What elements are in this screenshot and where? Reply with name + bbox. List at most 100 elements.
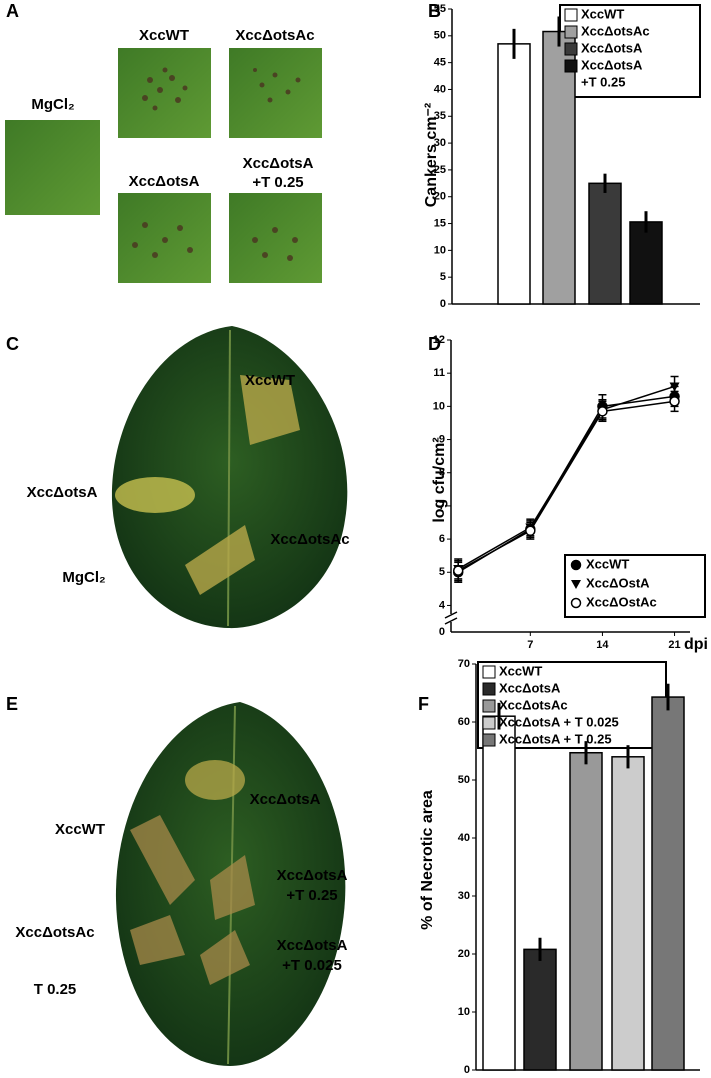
leaf-photo [5, 120, 100, 215]
panel-label: D [428, 334, 441, 354]
photo-label: XccΔotsA [243, 155, 314, 172]
leaf-photo [118, 48, 211, 138]
x-tick-label: 7 [527, 639, 533, 651]
legend-swatch [482, 682, 496, 696]
bar [611, 756, 645, 1071]
marker [570, 559, 582, 571]
photo-panel-e: XccΔotsA XccWT XccΔotsA +T 0.25 XccΔotsA… [15, 702, 348, 1066]
series-line [457, 385, 675, 570]
panel-label: F [418, 694, 429, 714]
legend-label: XccΔotsA + T 0.25 [499, 731, 612, 746]
y-tick-label: 70 [458, 658, 470, 670]
photo-label: XccΔotsA [129, 173, 200, 190]
leaf-photo [229, 193, 322, 283]
y-tick-label: 4 [439, 599, 446, 611]
photo-label: +T 0.25 [286, 887, 337, 904]
lesion [185, 760, 245, 800]
photo-label: XccΔotsA [277, 937, 348, 954]
lesion [210, 855, 255, 920]
lesion [200, 930, 250, 985]
photo-label: XccWT [55, 821, 105, 838]
legend-label: XccΔotsA [581, 57, 643, 72]
y-tick-label: 11 [433, 367, 445, 379]
y-tick-label: 10 [458, 1006, 470, 1018]
photo-label: T 0.25 [34, 981, 77, 998]
photo-label: XccWT [139, 27, 189, 44]
legend-label: XccΔOstAc [586, 594, 657, 609]
leaf-photo [229, 48, 322, 138]
panel-label: E [6, 694, 18, 714]
series-line [457, 400, 675, 572]
y-tick-label: 20 [434, 191, 446, 203]
y-tick-label: 10 [434, 244, 446, 256]
y-tick-label: 45 [434, 57, 446, 69]
photo-label: XccΔotsAc [270, 531, 349, 548]
legend-label: XccΔotsAc [581, 23, 650, 38]
photo-label: XccΔotsAc [15, 924, 94, 941]
y-tick-label: 6 [439, 533, 445, 545]
photo-label: MgCl₂ [62, 569, 105, 586]
photo-label: MgCl₂ [31, 96, 74, 113]
photo-label: XccΔotsA [250, 791, 321, 808]
panel-label: A [6, 1, 19, 21]
y-tick-label: 60 [458, 716, 470, 728]
legend-label: XccΔotsAc [499, 697, 568, 712]
lesion [240, 375, 300, 445]
legend-box [559, 4, 701, 98]
y-tick-label: 25 [434, 164, 446, 176]
photo-panel-c: XccWT XccΔotsA XccΔotsAc MgCl₂ [27, 326, 350, 629]
photo-label: +T 0.25 [252, 174, 303, 191]
panel-label: C [6, 334, 19, 354]
y-tick-label: 7 [439, 500, 445, 512]
y-tick-label: 0 [440, 298, 446, 310]
legend-label: XccWT [586, 556, 629, 571]
axis-break [444, 617, 458, 625]
y-tick-label: 30 [458, 890, 470, 902]
y-tick-label: 0 [464, 1064, 470, 1076]
marker [669, 382, 680, 392]
y-tick-label: 8 [439, 467, 445, 479]
axis-break [444, 611, 458, 619]
y-tick-label: 5 [440, 271, 446, 283]
legend-swatch [564, 8, 578, 22]
y-tick-label: 55 [434, 3, 446, 15]
bar [588, 182, 622, 305]
photo-label: XccΔotsA [27, 484, 98, 501]
y-axis-label: log cfu/cm² [431, 437, 448, 522]
legend-label: XccWT [581, 6, 624, 21]
legend-swatch [482, 716, 496, 730]
bar [497, 43, 531, 305]
y-tick-label: 40 [458, 832, 470, 844]
bar [569, 751, 603, 1071]
bar [482, 715, 516, 1071]
lesions [132, 67, 301, 261]
x-tick-label: 21 [668, 639, 680, 651]
bar [651, 696, 685, 1071]
y-tick-label: 35 [434, 110, 446, 122]
lesion [130, 915, 185, 965]
photo-label: XccΔotsAc [235, 27, 314, 44]
y-tick-label: 50 [458, 774, 470, 786]
bar [542, 30, 576, 305]
legend-label: XccΔotsA + T 0.025 [499, 714, 619, 729]
y-tick-label: 50 [434, 30, 446, 42]
legend-label: XccΔotsA [581, 40, 643, 55]
marker [452, 565, 464, 576]
y-tick-label: 5 [439, 566, 445, 578]
lesion [185, 525, 255, 595]
y-axis-label: Cankers cm⁻² [423, 103, 440, 208]
legend-swatch [482, 665, 496, 679]
legend-swatch [482, 699, 496, 713]
photo-panel-a: MgCl₂ XccWT XccΔotsAc XccΔotsA XccΔotsA … [5, 27, 322, 283]
y-tick-label: 10 [433, 400, 445, 412]
x-tick-label: 14 [596, 639, 609, 651]
photo-label: XccWT [245, 372, 295, 389]
y-tick-label: 40 [434, 83, 446, 95]
legend-swatch [564, 42, 578, 56]
lesion [130, 815, 195, 905]
x-axis-label: dpi [684, 636, 708, 653]
legend-swatch [482, 733, 496, 747]
legend-label: +T 0.25 [581, 74, 625, 89]
legend-label: XccΔotsA [499, 680, 561, 695]
